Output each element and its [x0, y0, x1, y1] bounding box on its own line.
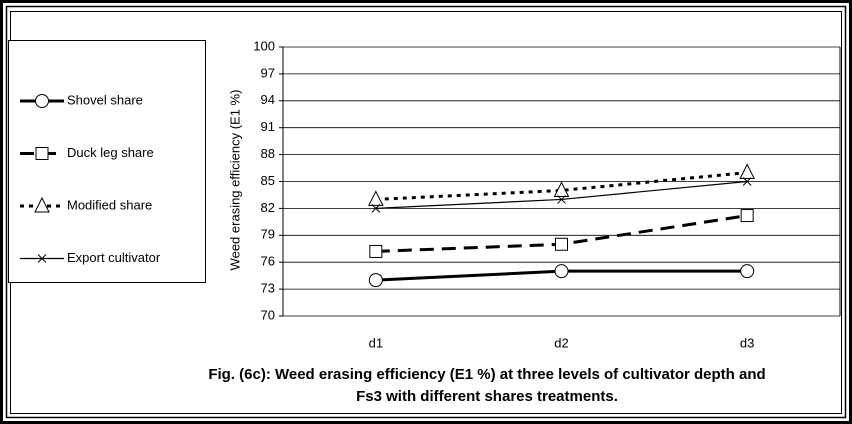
legend-label: Duck leg share: [67, 145, 154, 160]
marker: [35, 94, 49, 108]
marker: [368, 190, 384, 206]
marker: [554, 264, 569, 279]
y-tick-label: 82: [261, 200, 275, 215]
chart-title: Fig. (6c): Weed erasing efficiency (E1 %…: [208, 366, 765, 383]
y-tick-label: 100: [253, 38, 275, 53]
legend-label: Shovel share: [67, 92, 143, 107]
marker: [37, 254, 47, 263]
marker: [742, 177, 752, 186]
marker: [369, 244, 383, 258]
marker: [34, 196, 50, 213]
x-tick-label: d3: [740, 335, 754, 350]
y-tick-label: 79: [261, 227, 275, 242]
marker: [553, 181, 570, 197]
marker: [739, 163, 755, 180]
marker: [740, 264, 755, 279]
legend-box: [8, 40, 206, 283]
y-tick-label: 85: [261, 173, 275, 188]
marker: [371, 204, 381, 213]
y-tick-label: 76: [261, 254, 275, 269]
inner-border: [5, 5, 847, 419]
marker: [368, 273, 383, 288]
marker: [555, 237, 568, 251]
marker: [557, 195, 566, 204]
x-tick-label: d2: [554, 335, 568, 350]
y-tick-label: 94: [261, 92, 275, 107]
y-tick-label: 91: [261, 119, 275, 134]
y-tick-label: 70: [261, 307, 275, 322]
y-tick-label: 97: [261, 65, 275, 80]
marker: [740, 209, 754, 223]
marker: [35, 147, 49, 160]
y-tick-label: 88: [261, 146, 275, 161]
legend-label: Modified share: [67, 197, 152, 212]
x-tick-label: d1: [369, 335, 383, 350]
legend-label: Export cultivator: [67, 250, 161, 265]
chart-title: Fs3 with different shares treatments.: [356, 388, 618, 405]
y-tick-label: 73: [261, 281, 275, 296]
y-axis-label: Weed erasing efficiency (E1 %): [227, 90, 242, 271]
